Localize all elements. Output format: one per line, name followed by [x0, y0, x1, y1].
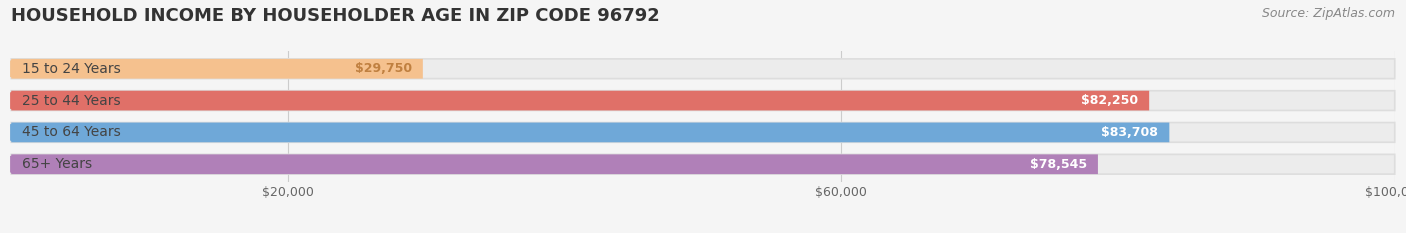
Text: 65+ Years: 65+ Years — [22, 157, 93, 171]
FancyBboxPatch shape — [11, 91, 1149, 110]
Text: $82,250: $82,250 — [1081, 94, 1137, 107]
FancyBboxPatch shape — [11, 154, 1098, 174]
Text: $78,545: $78,545 — [1029, 158, 1087, 171]
Text: $83,708: $83,708 — [1101, 126, 1159, 139]
FancyBboxPatch shape — [11, 154, 1395, 174]
FancyBboxPatch shape — [11, 123, 1170, 142]
Text: $29,750: $29,750 — [354, 62, 412, 75]
FancyBboxPatch shape — [11, 59, 1395, 79]
FancyBboxPatch shape — [11, 123, 1395, 142]
FancyBboxPatch shape — [11, 91, 1395, 110]
Text: 45 to 64 Years: 45 to 64 Years — [22, 125, 121, 139]
Text: Source: ZipAtlas.com: Source: ZipAtlas.com — [1261, 7, 1395, 20]
Text: 15 to 24 Years: 15 to 24 Years — [22, 62, 121, 76]
Text: 25 to 44 Years: 25 to 44 Years — [22, 94, 121, 108]
FancyBboxPatch shape — [11, 59, 423, 79]
Text: HOUSEHOLD INCOME BY HOUSEHOLDER AGE IN ZIP CODE 96792: HOUSEHOLD INCOME BY HOUSEHOLDER AGE IN Z… — [11, 7, 659, 25]
